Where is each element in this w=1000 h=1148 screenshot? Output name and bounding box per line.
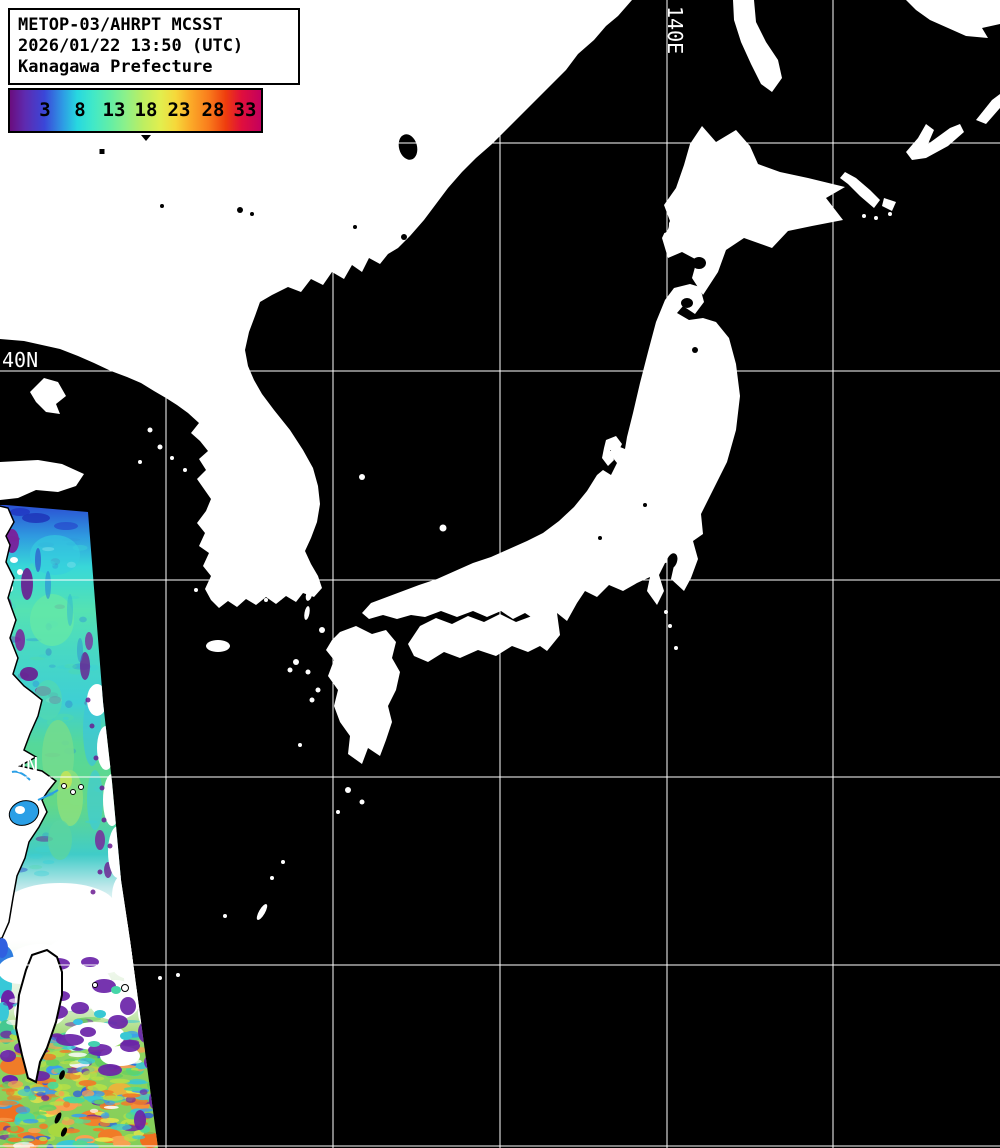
river-lines <box>11 770 59 801</box>
land-masses <box>0 0 1000 980</box>
title-line-region: Kanagawa Prefecture <box>18 57 213 77</box>
liaodong-peninsula <box>30 378 66 414</box>
jeju-island <box>206 640 230 652</box>
tokyo-bay <box>666 553 678 569</box>
colorbar-tick: 18 <box>134 99 158 121</box>
graticule-label: 40N <box>2 348 38 372</box>
colorbar-tick: 8 <box>74 99 86 121</box>
hokkaido <box>662 126 845 295</box>
asian-continent <box>0 0 632 608</box>
kuril-kunashir <box>840 172 880 208</box>
uchiura-bay <box>692 257 706 269</box>
shandong-peninsula <box>0 460 84 500</box>
kuril-far-island <box>976 94 1000 124</box>
title-line-satellite: METOP-03/AHRPT MCSST <box>18 15 223 35</box>
graticule-labels: 140E 40N 30N <box>2 6 687 777</box>
title-line-datetime: 2026/01/22 13:50 (UTC) <box>18 36 244 56</box>
taiwan-island <box>14 948 155 1137</box>
kamchatka-corner <box>906 0 1000 38</box>
colorbar-tick: 23 <box>167 99 191 121</box>
graticule-label: 30N <box>2 753 38 777</box>
china-coast-land <box>0 505 84 941</box>
shikoku <box>408 614 558 662</box>
lake-island <box>15 806 25 814</box>
graticule-label: 140E <box>663 6 687 54</box>
colorbar-marker-arrow <box>141 135 151 141</box>
taiwan-outline <box>14 948 63 1084</box>
swath-edge-specks <box>85 697 113 895</box>
small-islands <box>138 212 892 980</box>
zhoushan-islands <box>61 783 84 795</box>
china-coastline <box>0 505 58 941</box>
lake-taihu <box>8 800 40 826</box>
colorbar-gradient <box>10 90 261 131</box>
kuril-shikotan <box>882 198 896 211</box>
sst-cyan-cores <box>73 986 132 1047</box>
sakhalin <box>733 0 782 92</box>
title-box: METOP-03/AHRPT MCSST 2026/01/22 13:50 (U… <box>8 8 300 85</box>
lake-khanka <box>398 134 418 160</box>
temperature-colorbar: 3 8 13 18 23 28 33 <box>8 88 263 154</box>
colorbar-tick: 33 <box>233 99 257 121</box>
colorbar-tick: 13 <box>102 99 126 121</box>
sado-island <box>602 436 622 466</box>
colorbar-marker-dot <box>99 149 105 154</box>
kuril-iturup <box>906 124 964 160</box>
small-islands-se-taiwan <box>54 1070 68 1137</box>
colorbar-tick: 28 <box>201 99 225 121</box>
honshu <box>362 284 740 651</box>
mutsu-bay <box>681 298 693 308</box>
colorbar-tick: 3 <box>39 99 51 121</box>
kyushu <box>326 626 400 764</box>
lake-towada <box>692 347 698 353</box>
